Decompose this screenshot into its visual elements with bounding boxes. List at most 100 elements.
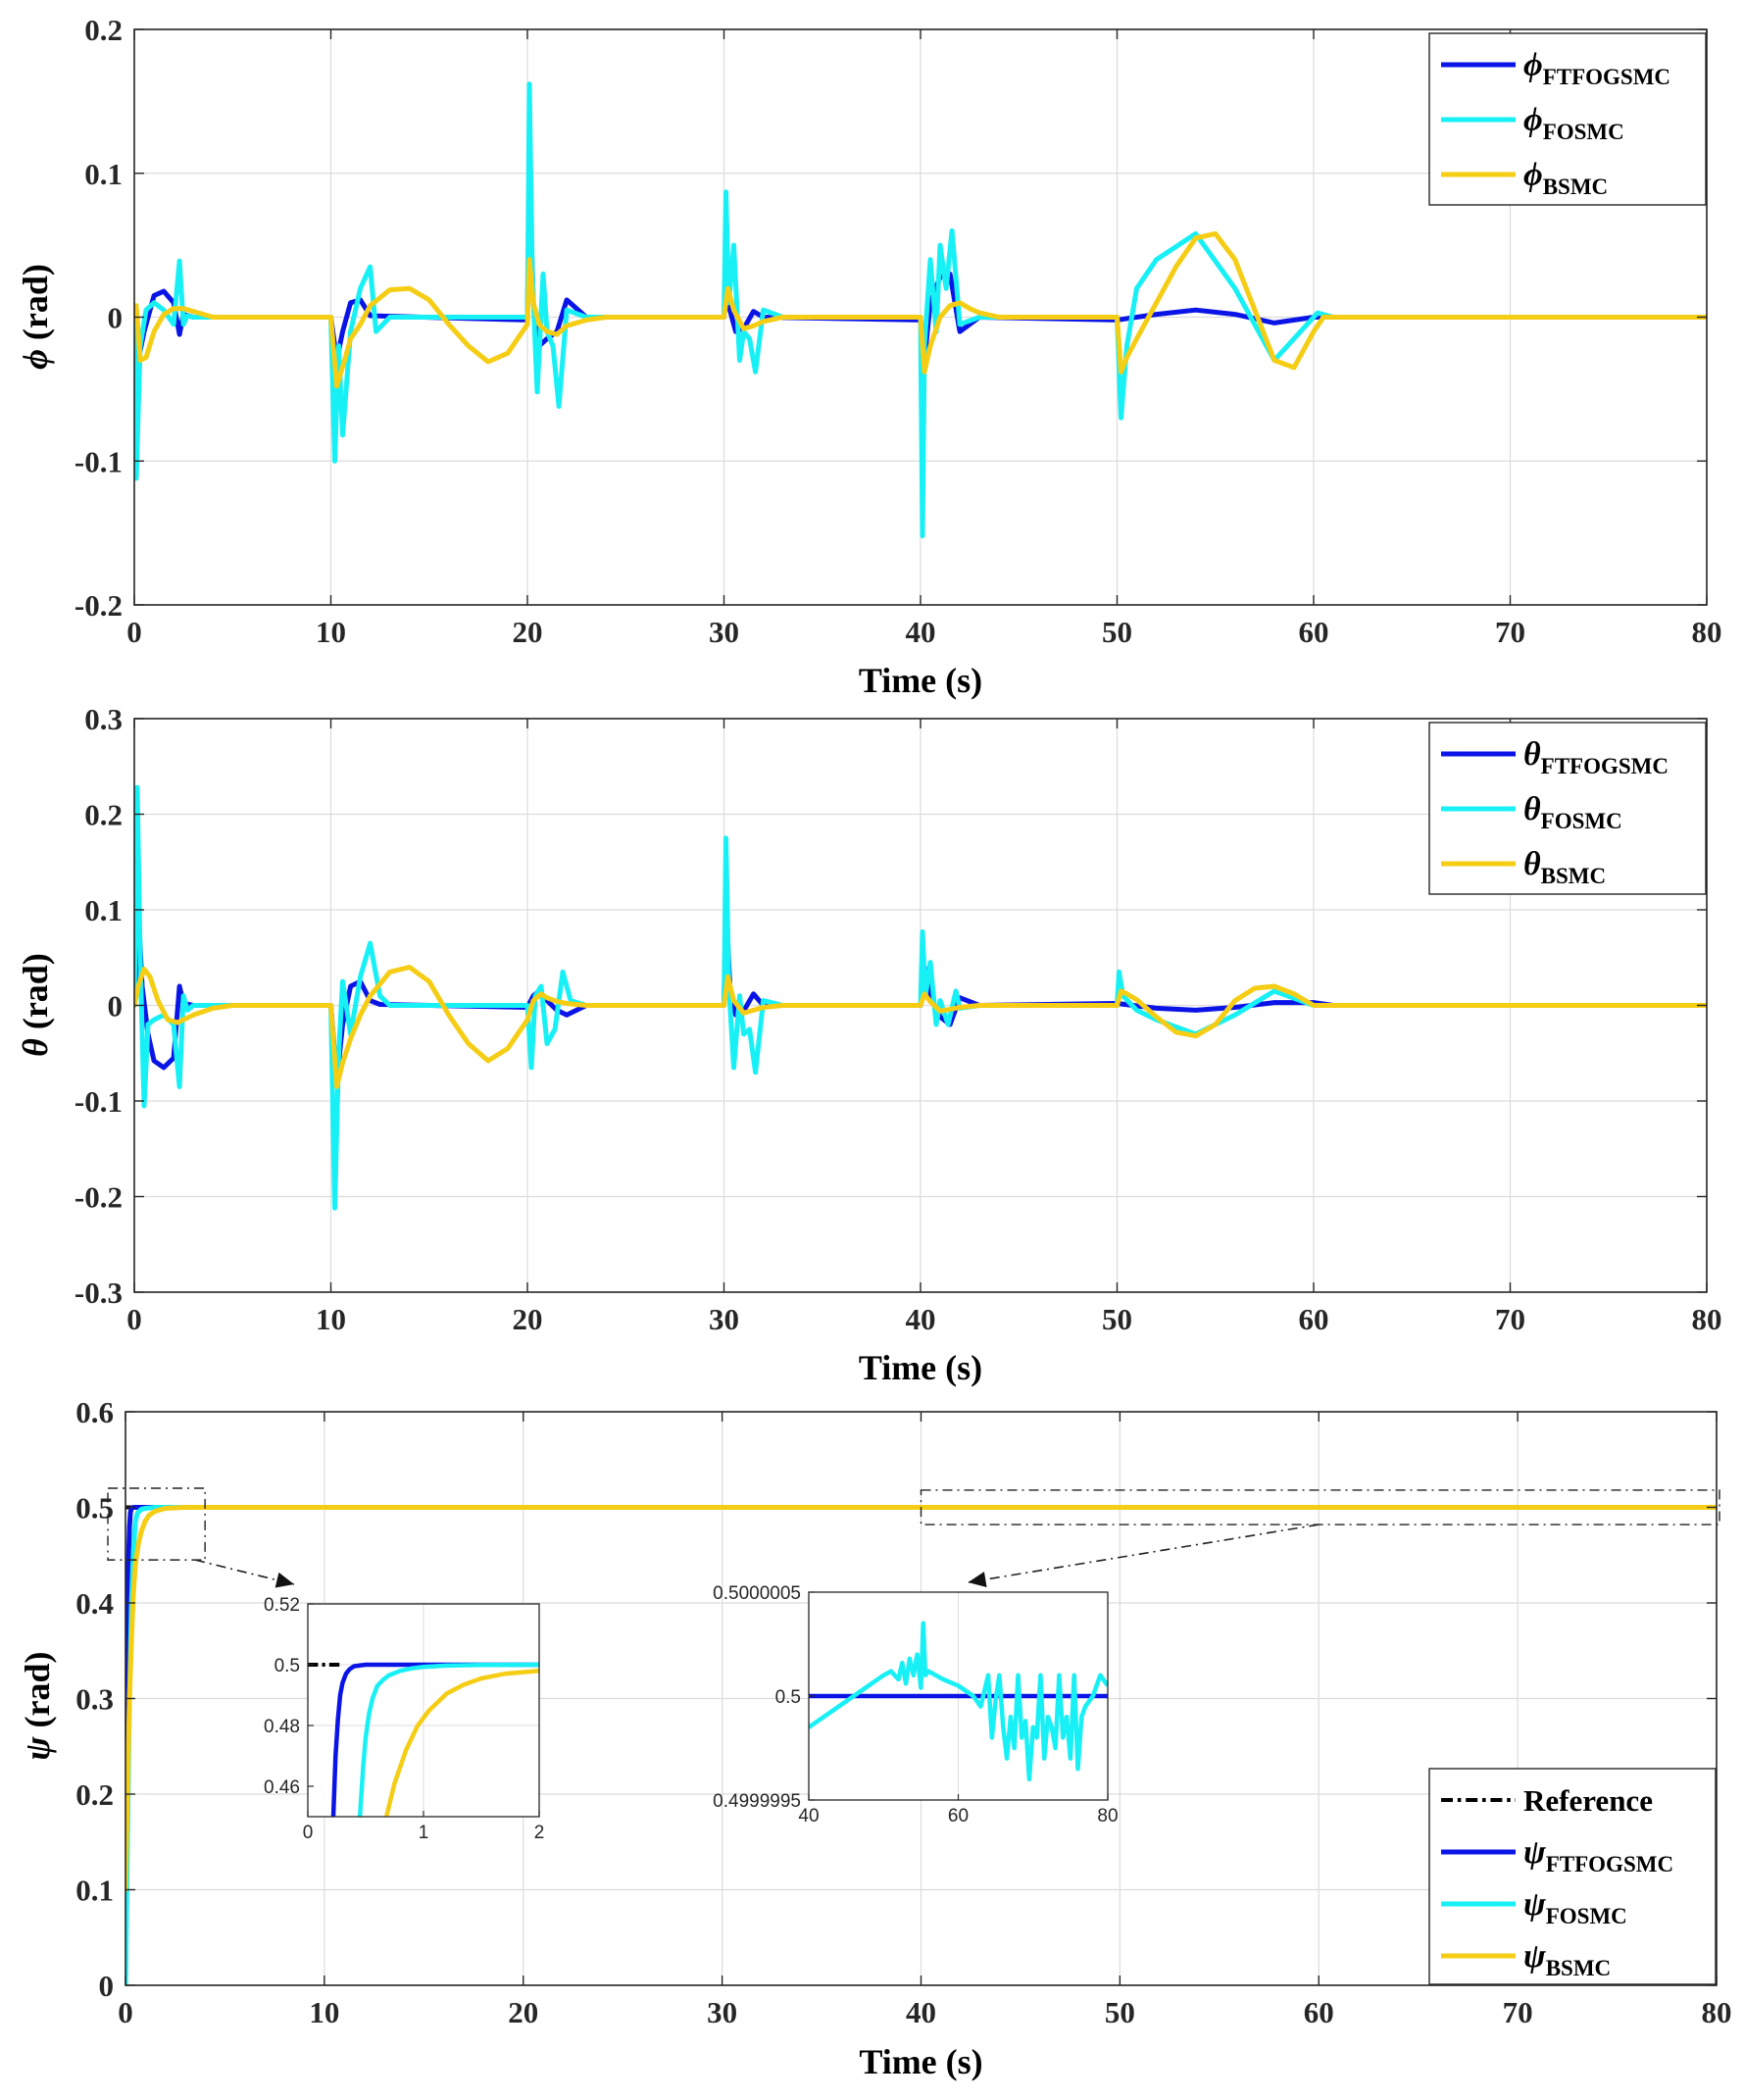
legend-entry: θBSMC [1523,846,1606,888]
legend-subscript: FTFOGSMC [1546,1852,1673,1876]
x-tick-label: 50 [1105,1995,1135,2029]
legend-subscript: FOSMC [1541,809,1622,833]
legend-subscript: BSMC [1543,175,1608,199]
legend-subscript: FOSMC [1546,1904,1627,1928]
y-tick-label: -0.1 [75,444,123,478]
legend-entry: ϕBSMC [1523,157,1608,199]
series-group [134,81,1707,539]
y-tick-label: -0.3 [75,1275,123,1310]
y-axis-symbol: ϕ [16,349,55,370]
inset-y-tick-label: 0.5 [274,1656,300,1676]
legend-symbol: ϕ [1523,47,1543,83]
theta-chart: 0 10 20 30 40 50 60 70 80 -0.3 -0.2 -0.1 0 0.1 0.2 0.3 T… [16,702,1722,1387]
y-axis-unit: (rad) [16,953,55,1038]
zoom-arrow-head [274,1572,294,1588]
x-tick-label: 70 [1495,615,1525,649]
zoom-arrow [194,1559,295,1585]
legend-entry: ψFTFOGSMC [1523,1834,1673,1876]
inset-x-tick-label: 1 [419,1823,429,1843]
x-tick-label: 10 [309,1995,339,2029]
series-line-bsmc [134,965,1707,1089]
legend-symbol: ψ [1523,1834,1546,1871]
legend-subscript: BSMC [1541,864,1606,888]
y-tick-label: -0.2 [75,1180,123,1215]
inset-x-tick-label: 40 [798,1806,819,1826]
y-tick-label: 0.3 [75,1682,114,1717]
inset-y-tick-label: 0.5000005 [713,1583,801,1604]
x-tick-label: 80 [1692,1302,1722,1336]
y-tick-label: 0 [108,989,124,1024]
inset-series-line [809,1621,1108,1782]
x-tick-label: 0 [126,615,142,649]
x-axis-label: Time (s) [859,1348,982,1387]
legend-symbol: θ [1523,736,1541,773]
inset-y-tick-label: 0.52 [264,1595,300,1616]
y-tick-label: 0.1 [84,893,123,927]
legend-symbol: ϕ [1523,157,1543,193]
x-tick-label: 20 [508,1995,538,2029]
x-tick-label: 20 [513,615,543,649]
x-tick-label: 60 [1299,1302,1329,1336]
x-axis-label: Time (s) [859,661,982,700]
x-tick-label: 80 [1692,615,1722,649]
series-line-bsmc [134,230,1707,389]
legend-subscript: BSMC [1546,1956,1611,1980]
y-tick-label: 0.2 [75,1777,114,1812]
y-tick-label: -0.1 [75,1084,123,1119]
y-axis-unit: (rad) [18,1651,57,1736]
y-tick-label: 0.2 [84,13,123,47]
inset-series-line [357,1662,539,1817]
y-tick-label: 0 [99,1969,115,2003]
zoom-arrow [968,1524,1320,1583]
y-axis-label: θ (rad) [16,953,55,1057]
legend-symbol: ϕ [1523,102,1543,138]
y-tick-label: 0.2 [84,798,123,832]
psi-chart: 0 10 20 30 40 50 60 70 8000.10.20.30.40.50.6Time… [18,1395,1732,2081]
x-tick-label: 10 [316,615,346,649]
legend-symbol: ψ [1523,1938,1546,1975]
y-axis-symbol: ψ [18,1736,57,1761]
x-tick-label: 50 [1102,1302,1132,1336]
x-tick-label: 10 [316,1302,346,1336]
inset-x-tick-label: 80 [1097,1806,1118,1826]
legend-entry: ψFOSMC [1523,1886,1627,1928]
series-group [134,784,1707,1211]
legend-entry: ϕFOSMC [1523,102,1624,144]
x-tick-label: 0 [126,1302,142,1336]
legend-subscript: FTFOGSMC [1541,754,1669,778]
x-tick-label: 0 [118,1995,133,2029]
legend-symbol: θ [1523,846,1541,882]
x-tick-label: 20 [513,1302,543,1336]
legend-entry: ψBSMC [1523,1938,1611,1980]
legend-symbol: θ [1523,791,1541,827]
legend-box [1428,1768,1717,1985]
inset-x-tick-label: 60 [948,1806,969,1826]
legend-entry: θFTFOGSMC [1523,736,1669,778]
x-tick-label: 50 [1102,615,1132,649]
y-axis-label: ϕ (rad) [16,264,55,370]
inset-y-tick-label: 0.48 [264,1717,300,1737]
x-tick-label: 60 [1304,1995,1334,2029]
series-line-bsmc [125,1505,1717,1892]
x-tick-label: 30 [709,615,739,649]
inset-x-tick-label: 2 [534,1823,545,1843]
x-tick-label: 30 [707,1995,737,2029]
y-tick-label: 0.4 [75,1586,114,1621]
zoom-region-box [107,1487,206,1561]
x-tick-label: 30 [709,1302,739,1336]
inset-y-tick-label: 0.46 [264,1777,300,1798]
legend-entry: Reference [1523,1783,1653,1818]
x-tick-label: 40 [906,1995,936,2029]
y-tick-label: -0.2 [75,588,123,623]
phi-chart: 0 10 20 30 40 50 60 70 80 -0.2 -0.1 0 0.1 0.2 Time (s)… [16,13,1722,700]
inset-series-group [809,1621,1108,1782]
legend-subscript: FOSMC [1543,120,1624,144]
x-tick-label: 70 [1495,1302,1525,1336]
y-axis-unit: (rad) [16,264,55,349]
legend-subscript: FTFOGSMC [1543,65,1670,89]
y-tick-label: 0.1 [75,1874,114,1908]
